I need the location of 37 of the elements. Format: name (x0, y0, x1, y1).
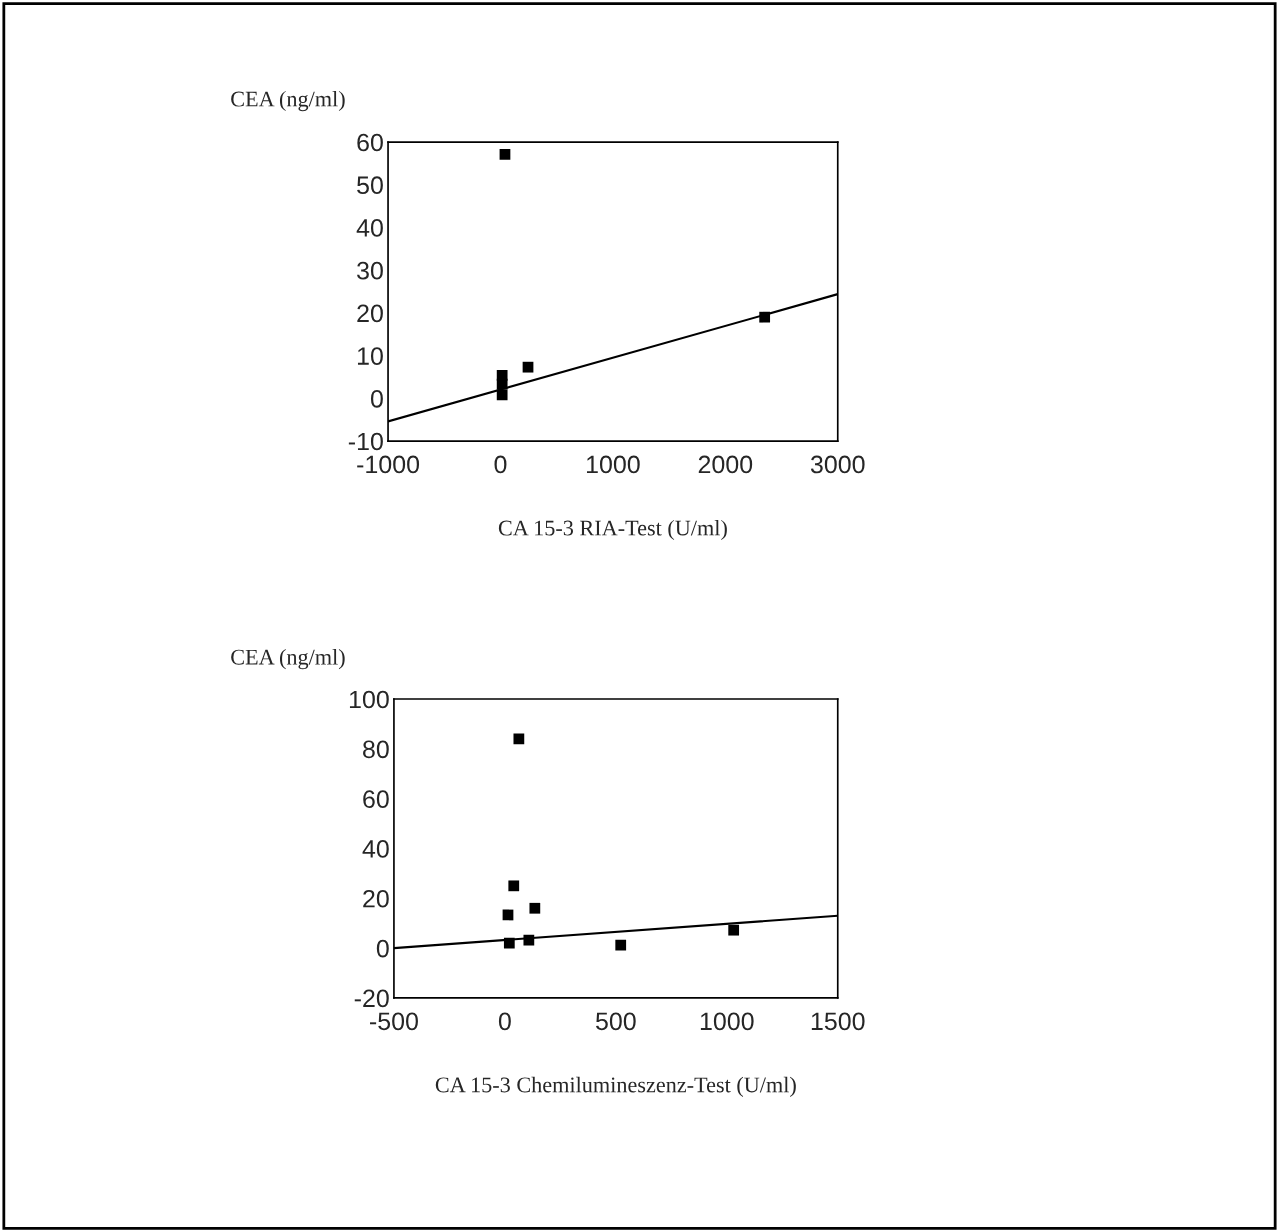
y-tick-label: 10 (357, 347, 383, 365)
y-tick-label: 50 (357, 176, 383, 195)
x-tick-label: 0 (498, 1012, 511, 1031)
x-tick-label: -500 (370, 1012, 418, 1031)
y-tick-label: 0 (376, 939, 389, 958)
x-tick-label: 1000 (587, 455, 640, 474)
x-axis-title: CA 15-3 RIA-Test (U/ml) (498, 519, 727, 541)
y-tick-label: 40 (362, 840, 389, 858)
x-tick-label: 3000 (810, 455, 865, 474)
y-tick-label: 30 (357, 261, 383, 280)
point (496, 389, 508, 401)
y-tick-label: 20 (357, 304, 383, 323)
y-tick-label: 60 (363, 790, 389, 808)
y-tick-label: 60 (357, 133, 383, 152)
point (499, 149, 511, 160)
point (615, 939, 627, 951)
x-tick-label: 500 (595, 1012, 636, 1031)
y-tick-label: -10 (348, 432, 383, 451)
point (529, 902, 541, 914)
x-tick-label: 1000 (700, 1012, 754, 1031)
point (522, 361, 534, 373)
x-axis-title: CA 15-3 Chemilumineszenz-Test (U/ml) (435, 1076, 796, 1097)
y-tick-label: 0 (370, 389, 383, 408)
x-tick-label: 0 (494, 455, 507, 474)
point (508, 880, 520, 892)
y-tick-label: 20 (363, 889, 389, 908)
y-axis-title: CEA (ng/ml) (231, 90, 345, 112)
x-tick-label: 2000 (698, 455, 753, 474)
y-tick-label: 80 (363, 740, 389, 759)
x-tick-label: -1000 (357, 455, 420, 474)
y-tick-label: -20 (354, 989, 389, 1008)
point (728, 924, 740, 936)
y-tick-label: 40 (356, 219, 383, 237)
x-tick-label: 1500 (811, 1012, 865, 1031)
y-tick-label: 100 (349, 690, 389, 709)
point (513, 733, 525, 745)
y-axis-title: CEA (ng/ml) (231, 649, 345, 670)
